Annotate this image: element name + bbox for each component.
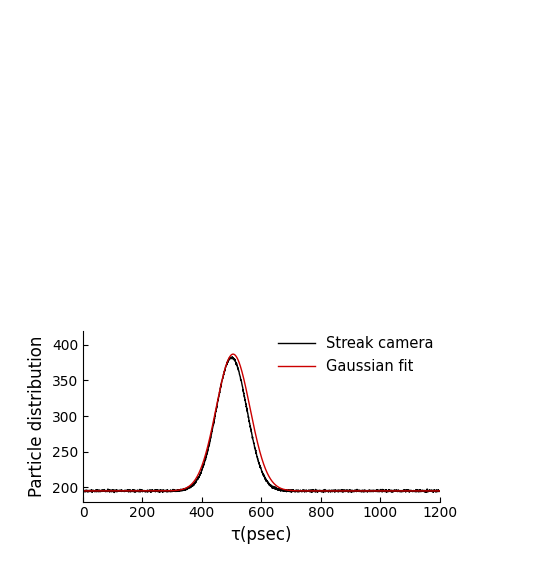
Streak camera bbox=[121, 488, 127, 495]
X-axis label: τ(psec): τ(psec) bbox=[230, 526, 292, 544]
Streak camera bbox=[111, 489, 117, 496]
Gaussian fit bbox=[230, 351, 236, 357]
Gaussian fit bbox=[391, 487, 398, 494]
Streak camera bbox=[436, 487, 443, 494]
Gaussian fit bbox=[142, 487, 148, 494]
Streak camera bbox=[232, 358, 239, 365]
Streak camera bbox=[229, 353, 236, 360]
Gaussian fit bbox=[232, 352, 239, 359]
Legend: Streak camera, Gaussian fit: Streak camera, Gaussian fit bbox=[272, 331, 440, 380]
Streak camera bbox=[142, 487, 148, 494]
Streak camera bbox=[391, 487, 398, 494]
Line: Streak camera: Streak camera bbox=[83, 357, 440, 492]
Streak camera bbox=[429, 487, 436, 494]
Gaussian fit bbox=[80, 487, 86, 494]
Streak camera bbox=[80, 487, 86, 494]
Gaussian fit bbox=[429, 487, 436, 494]
Gaussian fit bbox=[436, 487, 443, 494]
Streak camera bbox=[217, 389, 223, 396]
Gaussian fit bbox=[217, 387, 223, 394]
Y-axis label: Particle distribution: Particle distribution bbox=[28, 335, 47, 497]
Line: Gaussian fit: Gaussian fit bbox=[83, 354, 440, 491]
Gaussian fit bbox=[121, 487, 127, 494]
